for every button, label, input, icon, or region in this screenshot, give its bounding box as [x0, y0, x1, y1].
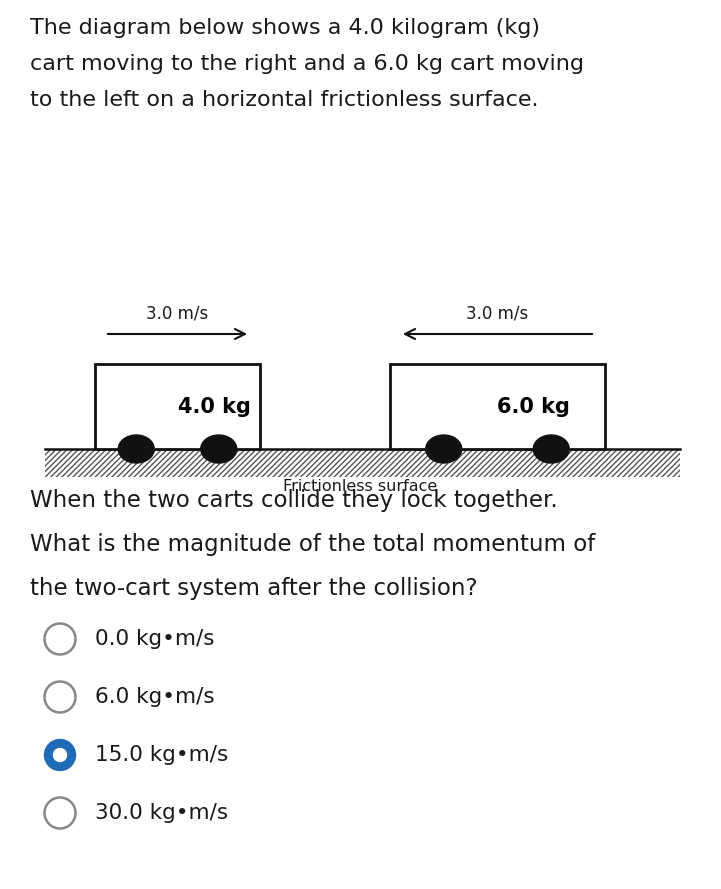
Ellipse shape	[534, 435, 570, 463]
Text: 4.0 kg: 4.0 kg	[177, 396, 250, 417]
Text: 6.0 kg: 6.0 kg	[497, 396, 570, 417]
Ellipse shape	[200, 435, 236, 463]
Text: the two-cart system after the collision?: the two-cart system after the collision?	[30, 577, 477, 600]
Bar	[390, 364, 605, 449]
Ellipse shape	[118, 435, 154, 463]
Circle shape	[45, 682, 76, 712]
Ellipse shape	[425, 435, 461, 463]
Bar	[45, 449, 680, 477]
Text: 6.0 kg•m/s: 6.0 kg•m/s	[95, 687, 215, 707]
Text: 15.0 kg•m/s: 15.0 kg•m/s	[95, 745, 229, 765]
Circle shape	[45, 797, 76, 829]
Circle shape	[45, 740, 76, 771]
Text: When the two carts collide they lock together.: When the two carts collide they lock tog…	[30, 489, 558, 512]
Text: The diagram below shows a 4.0 kilogram (kg): The diagram below shows a 4.0 kilogram (…	[30, 18, 540, 38]
Bar	[95, 364, 260, 449]
Text: What is the magnitude of the total momentum of: What is the magnitude of the total momen…	[30, 533, 596, 556]
Circle shape	[53, 749, 66, 762]
Text: 3.0 m/s: 3.0 m/s	[466, 304, 528, 322]
Text: 0.0 kg•m/s: 0.0 kg•m/s	[95, 629, 215, 649]
Text: 30.0 kg•m/s: 30.0 kg•m/s	[95, 803, 228, 823]
Text: 3.0 m/s: 3.0 m/s	[146, 304, 208, 322]
Circle shape	[45, 623, 76, 654]
Text: Frictionless surface: Frictionless surface	[283, 479, 437, 494]
Text: cart moving to the right and a 6.0 kg cart moving: cart moving to the right and a 6.0 kg ca…	[30, 54, 584, 74]
Text: to the left on a horizontal frictionless surface.: to the left on a horizontal frictionless…	[30, 90, 539, 110]
